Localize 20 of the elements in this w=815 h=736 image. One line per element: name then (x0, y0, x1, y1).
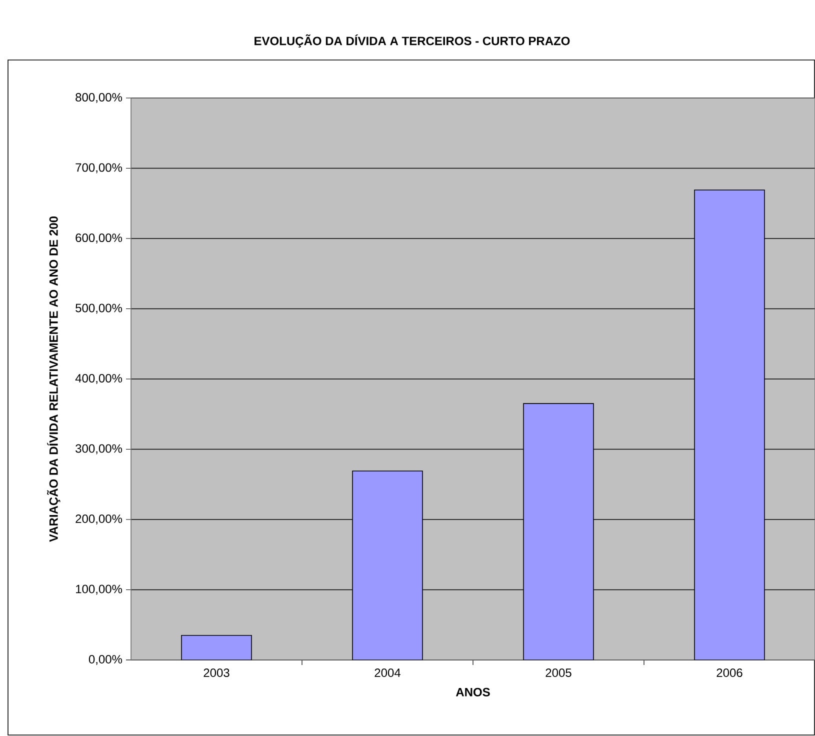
y-tick-label: 800,00% (76, 93, 122, 103)
y-tick-label: 200,00% (76, 514, 122, 524)
x-tick-label: 2003 (204, 668, 230, 678)
bar (523, 403, 594, 660)
x-tick-label: 2006 (716, 668, 742, 678)
chart-title: EVOLUÇÃO DA DÍVIDA A TERCEIROS - CURTO PRAZO (254, 34, 570, 48)
x-tick-label: 2004 (374, 668, 400, 678)
bar (181, 635, 252, 660)
bar (694, 190, 765, 660)
x-tick-label: 2005 (546, 668, 572, 678)
y-tick-label: 100,00% (76, 584, 122, 595)
bar (352, 470, 423, 660)
x-axis-title: ANOS (456, 688, 490, 696)
y-tick-label: 400,00% (75, 374, 122, 384)
y-tick-label: 0,00% (88, 655, 122, 665)
y-axis-title: VARIAÇÃO DA DÍVIDA RELATIVAMENTE AO ANO DE 200 (47, 216, 60, 542)
y-tick-label: 500,00% (76, 304, 122, 314)
y-tick-label: 700,00% (76, 163, 122, 174)
y-tick-label: 600,00% (76, 234, 122, 244)
y-tick-label: 300,00% (76, 444, 122, 454)
